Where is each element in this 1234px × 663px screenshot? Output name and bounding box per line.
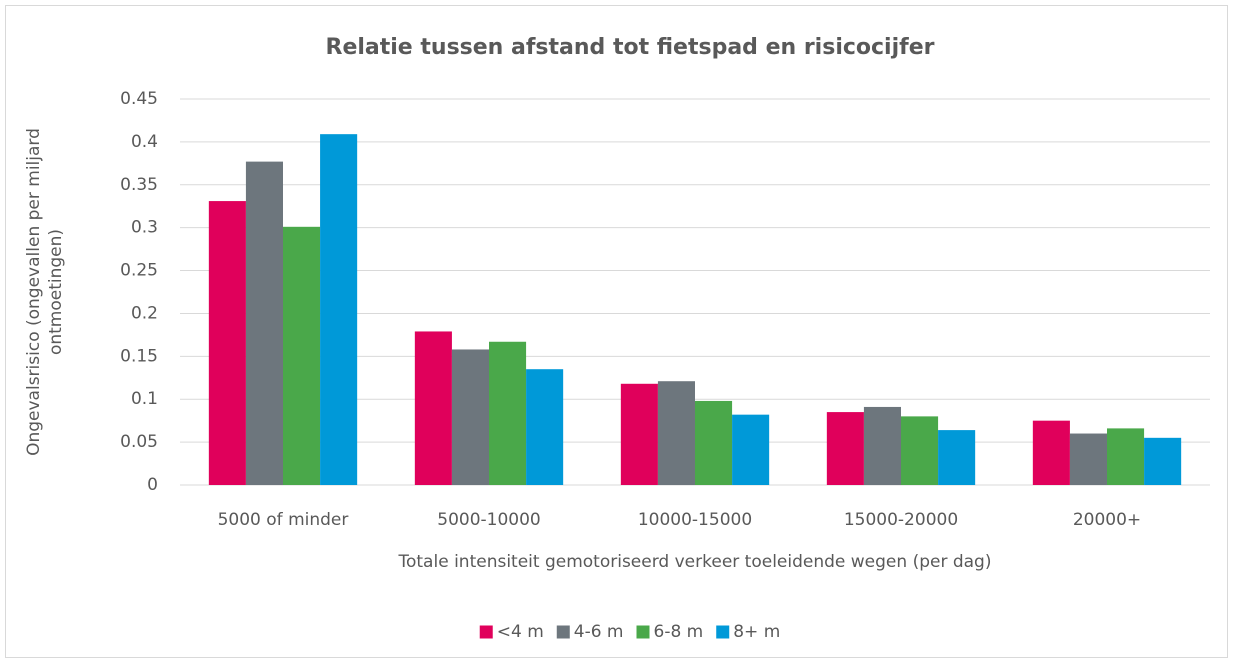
bar — [451, 349, 489, 485]
x-tick-label: 15000-20000 — [844, 510, 958, 530]
legend-label: 6-8 m — [654, 622, 704, 642]
legend-swatch — [716, 625, 730, 639]
bar — [1144, 437, 1182, 485]
legend-swatch — [556, 625, 570, 639]
y-tick-label: 0.4 — [131, 132, 158, 152]
y-tick-label: 0 — [147, 475, 158, 495]
bar — [245, 161, 283, 485]
y-axis-label-line: Ongevalsrisico (ongevallen per miljard — [24, 128, 44, 456]
bar — [283, 226, 321, 485]
bar — [320, 134, 358, 485]
bar — [1107, 428, 1145, 485]
x-tick-label: 5000 of minder — [218, 510, 349, 530]
y-tick-label: 0.2 — [131, 303, 158, 323]
bar — [732, 414, 770, 485]
bar — [826, 412, 864, 485]
bar — [208, 201, 246, 485]
bar — [657, 381, 695, 485]
bar — [695, 400, 733, 485]
bar — [901, 416, 939, 485]
legend-swatch — [479, 625, 493, 639]
legend-label: 4-6 m — [574, 622, 624, 642]
y-tick-label: 0.35 — [120, 175, 158, 195]
y-axis-label-line: ontmoetingen) — [46, 229, 66, 355]
legend-swatch — [636, 625, 650, 639]
y-tick-label: 0.05 — [120, 432, 158, 452]
y-tick-label: 0.15 — [120, 346, 158, 366]
x-tick-label: 5000-10000 — [437, 510, 540, 530]
y-tick-label: 0.3 — [131, 218, 158, 238]
legend-label: <4 m — [497, 622, 544, 642]
x-axis-label: Totale intensiteit gemotoriseerd verkeer… — [398, 552, 992, 572]
bar — [489, 341, 527, 485]
legend-label: 8+ m — [733, 622, 780, 642]
y-tick-label: 0.1 — [131, 389, 158, 409]
bar — [526, 369, 564, 485]
x-tick-label: 20000+ — [1073, 510, 1141, 530]
bar — [1069, 433, 1107, 485]
legend: <4 m 4-6 m 6-8 m 8+ m — [479, 622, 780, 642]
y-tick-label: 0.45 — [120, 89, 158, 109]
bar — [620, 383, 658, 485]
bar — [1032, 420, 1070, 485]
x-tick-label: 10000-15000 — [638, 510, 752, 530]
bar — [938, 430, 976, 485]
y-axis-label: Ongevalsrisico (ongevallen per miljard o… — [24, 128, 66, 456]
bar — [863, 406, 901, 485]
bar — [414, 331, 452, 485]
chart-title: Relatie tussen afstand tot fietspad en r… — [326, 35, 935, 60]
y-tick-label: 0.25 — [120, 261, 158, 281]
